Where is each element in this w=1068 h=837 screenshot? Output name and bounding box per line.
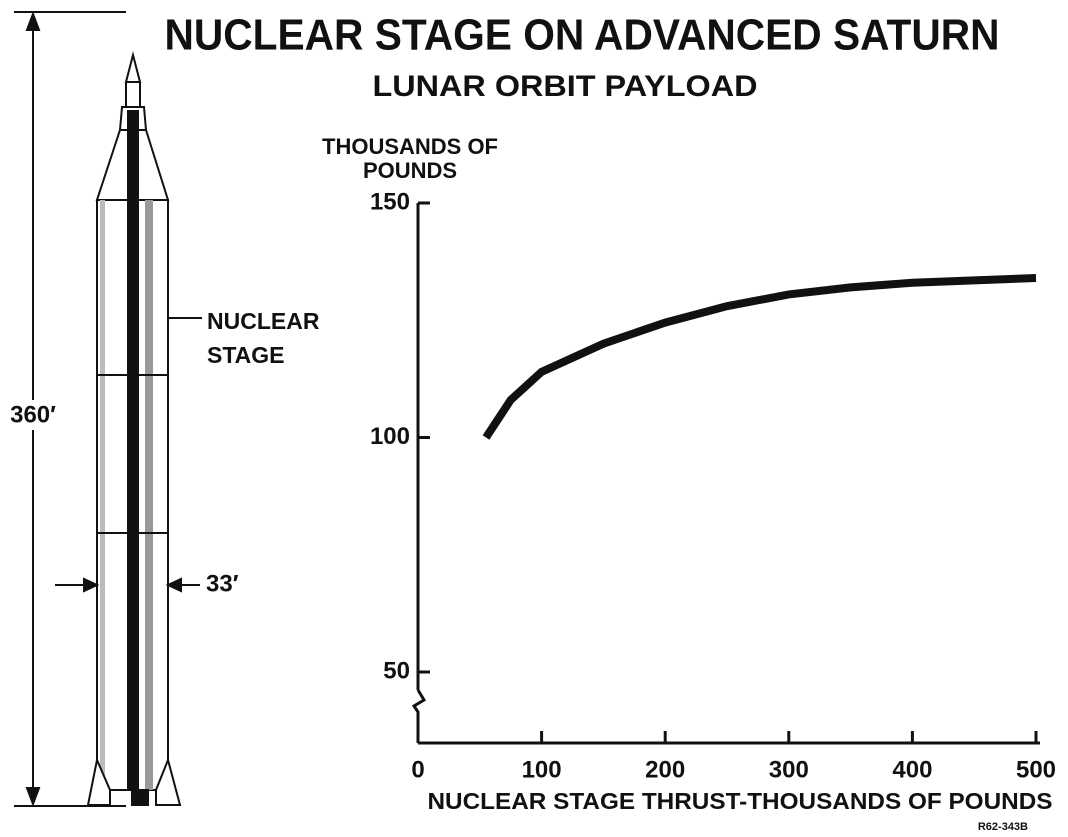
y-axis-label: POUNDS [363, 158, 457, 183]
diameter-label: 33′ [206, 570, 239, 597]
x-tick-label: 500 [1016, 756, 1056, 783]
x-axis-label: NUCLEAR STAGE THRUST-THOUSANDS OF POUNDS [428, 788, 1053, 814]
stage-label: STAGE [207, 342, 285, 368]
height-label: 360′ [10, 401, 56, 428]
x-tick-label: 200 [645, 756, 685, 783]
y-tick-label: 100 [370, 423, 410, 450]
data-line [486, 278, 1036, 437]
x-tick-label: 0 [411, 756, 424, 783]
x-tick-label: 300 [769, 756, 809, 783]
chart-title: NUCLEAR STAGE ON ADVANCED SATURN [165, 11, 1000, 60]
figure-code: R62-343B [978, 821, 1028, 833]
y-tick-label: 50 [383, 657, 410, 684]
chart: NUCLEAR STAGE ON ADVANCED SATURN LUNAR O… [0, 0, 1068, 837]
x-tick-label: 400 [892, 756, 932, 783]
chart-subtitle: LUNAR ORBIT PAYLOAD [373, 70, 758, 103]
x-tick-label: 100 [522, 756, 562, 783]
stage-label: NUCLEAR [207, 308, 320, 334]
y-axis-label: THOUSANDS OF [322, 134, 498, 159]
y-tick-label: 150 [370, 188, 410, 215]
